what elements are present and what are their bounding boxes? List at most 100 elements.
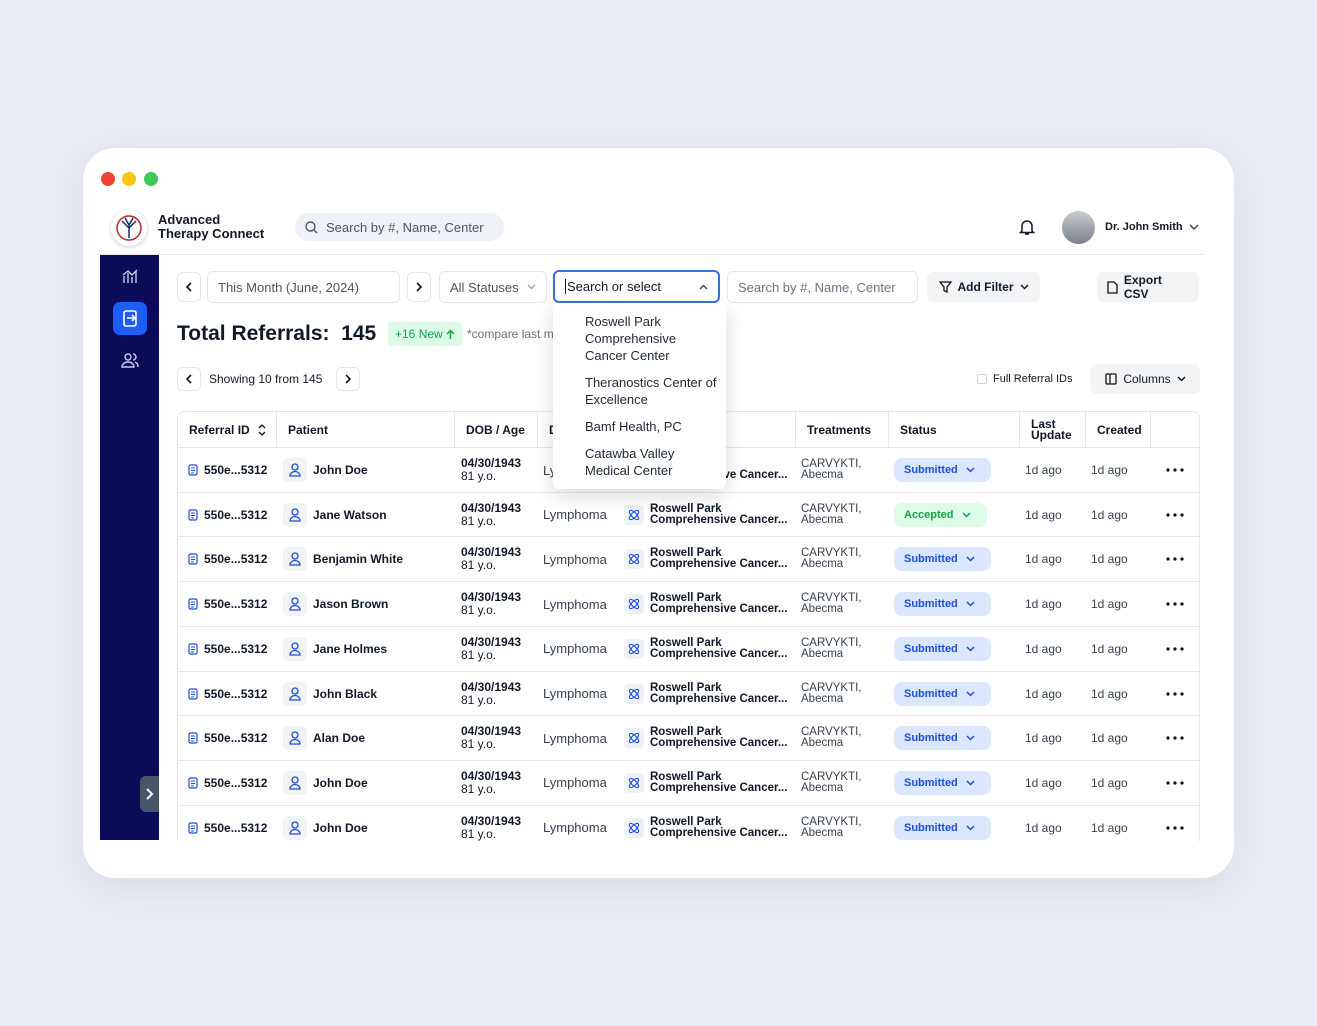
referral-id[interactable]: 550e...5312 bbox=[204, 731, 268, 746]
status-dropdown[interactable]: Submitted bbox=[894, 726, 991, 751]
treatments: CARVYKTI, Abecma bbox=[801, 770, 862, 794]
diagnosis: Lymphoma bbox=[543, 730, 607, 746]
new-badge: +16 New bbox=[388, 322, 462, 346]
table-row[interactable]: 550e...5312 Benjamin White 04/30/1943 81 y.… bbox=[178, 536, 1199, 581]
row-actions[interactable] bbox=[1166, 806, 1190, 841]
status-dropdown[interactable]: Accepted bbox=[894, 502, 987, 527]
status-pill: Submitted bbox=[894, 761, 991, 805]
patient-icon bbox=[283, 770, 307, 795]
row-actions[interactable] bbox=[1166, 493, 1190, 537]
referral-id[interactable]: 550e...5312 bbox=[204, 463, 268, 477]
more-icon bbox=[1166, 647, 1184, 651]
table-search[interactable]: Search by #, Name, Center bbox=[727, 271, 918, 303]
maximize-dot[interactable] bbox=[144, 172, 158, 186]
referral-id[interactable]: 550e...5312 bbox=[204, 775, 268, 790]
center-name: Roswell Park Comprehensive Cancer... bbox=[650, 681, 788, 705]
dropdown-option[interactable]: Roswell Park Comprehensive Cancer Center bbox=[585, 314, 677, 363]
patient-name[interactable]: John Black bbox=[313, 686, 378, 701]
close-dot[interactable] bbox=[101, 172, 115, 186]
app-window: Advanced Therapy Connect Search by #, Na… bbox=[83, 148, 1234, 878]
status-dropdown[interactable]: Submitted bbox=[894, 547, 991, 572]
row-actions[interactable] bbox=[1166, 448, 1190, 492]
patient-name[interactable]: Jason Brown bbox=[313, 597, 389, 612]
dropdown-option[interactable]: Theranostics Center of Excellence bbox=[585, 375, 717, 407]
next-month[interactable] bbox=[407, 272, 431, 302]
last-update: 1d ago bbox=[1025, 463, 1062, 477]
column-header[interactable]: Referral ID bbox=[178, 412, 277, 447]
nav-users[interactable] bbox=[121, 352, 139, 368]
table-row[interactable]: 550e...5312 Jane Holmes 04/30/1943 81 y.o. L… bbox=[178, 625, 1199, 671]
full-ids-checkbox[interactable] bbox=[977, 374, 987, 384]
patient-name[interactable]: John Doe bbox=[313, 820, 368, 835]
center-select[interactable]: Search or select bbox=[553, 270, 720, 303]
status-select[interactable]: All Statuses bbox=[439, 271, 547, 303]
row-actions[interactable] bbox=[1166, 672, 1190, 716]
referral-id[interactable]: 550e...5312 bbox=[204, 820, 268, 835]
last-update: 1d ago bbox=[1025, 731, 1062, 746]
document-icon bbox=[188, 509, 198, 521]
referral-id[interactable]: 550e...5312 bbox=[204, 597, 268, 612]
table-row[interactable]: 550e...5312 Jane Watson 04/30/1943 81 y.o. L… bbox=[178, 491, 1199, 537]
patient-name[interactable]: Benjamin White bbox=[313, 552, 404, 567]
created: 1d ago bbox=[1091, 731, 1128, 746]
status-dropdown[interactable]: Submitted bbox=[894, 815, 991, 840]
notification-bell[interactable] bbox=[1018, 218, 1036, 236]
row-actions[interactable] bbox=[1166, 716, 1190, 760]
column-header[interactable]: Last Update bbox=[1020, 412, 1086, 447]
status-dropdown[interactable]: Submitted bbox=[894, 681, 991, 706]
patient-name[interactable]: John Doe bbox=[313, 775, 368, 790]
status-label: Submitted bbox=[904, 598, 958, 611]
dropdown-option[interactable]: Bamf Health, PC bbox=[585, 419, 682, 434]
table-row[interactable]: 550e...5312 John Black 04/30/1943 81 y.o. Ly… bbox=[178, 670, 1199, 716]
referral-id[interactable]: 550e...5312 bbox=[204, 686, 268, 701]
nav-referrals-active[interactable] bbox=[113, 302, 147, 335]
table-row[interactable]: 550e...5312 Jason Brown 04/30/1943 81 y.o. L… bbox=[178, 581, 1199, 626]
referral-id[interactable]: 550e...5312 bbox=[204, 507, 268, 522]
chevron-down bbox=[527, 284, 536, 290]
row-actions[interactable] bbox=[1166, 582, 1190, 626]
status-dropdown[interactable]: Submitted bbox=[894, 770, 991, 795]
row-actions[interactable] bbox=[1166, 537, 1190, 581]
referral-id[interactable]: 550e...5312 bbox=[204, 641, 268, 656]
column-header[interactable]: Created bbox=[1086, 412, 1151, 447]
global-search[interactable]: Search by #, Name, Center bbox=[295, 213, 504, 241]
patient-name[interactable]: Jane Holmes bbox=[313, 641, 388, 656]
patient-icon bbox=[283, 726, 307, 751]
status-dropdown[interactable]: Submitted bbox=[894, 592, 991, 617]
referral-id[interactable]: 550e...5312 bbox=[204, 552, 268, 567]
sidebar-expand[interactable] bbox=[140, 776, 159, 812]
column-header[interactable]: Status bbox=[889, 412, 1020, 447]
minimize-dot[interactable] bbox=[122, 172, 136, 186]
patient-icon bbox=[283, 458, 307, 482]
diagnosis: Lymphoma bbox=[543, 507, 607, 523]
patient-name[interactable]: John Doe bbox=[313, 463, 368, 477]
dob-cell: 04/30/1943 81 y.o. bbox=[461, 672, 521, 716]
table-row[interactable]: 550e...5312 Alan Doe 04/30/1943 81 y.o. Lymp… bbox=[178, 715, 1199, 760]
status-dropdown[interactable]: Submitted bbox=[894, 458, 991, 482]
avatar[interactable] bbox=[1062, 211, 1095, 244]
prev-page[interactable] bbox=[177, 367, 201, 391]
column-header[interactable]: DOB / Age bbox=[455, 412, 538, 447]
chevron-right bbox=[416, 282, 423, 292]
row-actions[interactable] bbox=[1166, 627, 1190, 671]
full-ids-label[interactable]: Full Referral IDs bbox=[993, 373, 1073, 385]
prev-month[interactable] bbox=[177, 272, 201, 302]
user-menu-chevron[interactable] bbox=[1189, 223, 1199, 231]
column-header[interactable]: Patient bbox=[277, 412, 455, 447]
date-range[interactable]: This Month (June, 2024) bbox=[207, 271, 400, 303]
patient-name[interactable]: Alan Doe bbox=[313, 731, 366, 746]
status-dropdown[interactable]: Submitted bbox=[894, 636, 991, 661]
add-filter[interactable]: Add Filter bbox=[927, 272, 1040, 302]
next-page[interactable] bbox=[336, 367, 360, 391]
column-header[interactable]: Treatments bbox=[796, 412, 889, 447]
columns-button[interactable]: Columns bbox=[1091, 364, 1200, 394]
row-actions[interactable] bbox=[1166, 761, 1190, 805]
logo[interactable] bbox=[111, 210, 147, 246]
user-name[interactable]: Dr. John Smith bbox=[1105, 221, 1183, 233]
patient-name[interactable]: Jane Watson bbox=[313, 507, 387, 522]
export-csv[interactable]: Export CSV bbox=[1097, 272, 1199, 302]
dropdown-option[interactable]: Catawba Valley Medical Center bbox=[585, 446, 675, 478]
nav-analytics[interactable] bbox=[122, 268, 138, 284]
